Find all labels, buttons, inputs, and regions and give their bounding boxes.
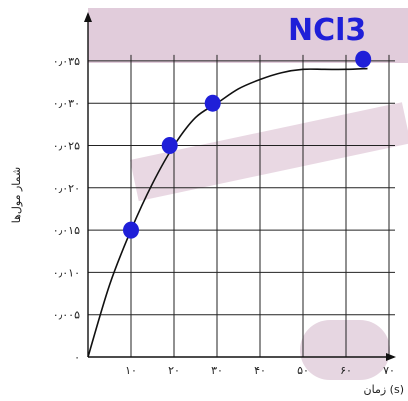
data-point-3	[355, 50, 372, 68]
x-tick-label: ۲۰	[168, 364, 180, 377]
axes	[84, 12, 396, 361]
x-axis-label: زمان (s)	[364, 383, 404, 396]
x-tick-label: ۱۰	[125, 364, 137, 377]
x-axis-arrow	[386, 353, 396, 361]
x-tick-label: ۴۰	[254, 364, 266, 377]
data-markers	[123, 50, 372, 239]
y-axis-arrow	[84, 12, 92, 22]
data-point-1	[161, 137, 178, 154]
y-tick-label: ۰٫۰۲۵	[53, 140, 80, 153]
annotation-label: NCl3	[288, 13, 366, 48]
y-tick-label: ۰٫۰۰۵	[53, 309, 80, 322]
data-point-2	[204, 94, 221, 112]
y-tick-label: ۰٫۰۳۵	[53, 55, 80, 68]
x-tick-label: ۳۰	[211, 364, 223, 377]
y-tick-label: ۰٫۰۳۰	[53, 97, 80, 110]
data-curve	[87, 67, 368, 358]
x-tick-label: ۶۰	[340, 364, 352, 377]
y-tick-label: ۰٫۰۱۵	[53, 224, 80, 237]
x-tick-label: ۵۰	[297, 364, 309, 377]
grid	[88, 54, 395, 357]
data-point-0	[123, 221, 139, 239]
x-tick-label: ۷۰	[383, 364, 395, 377]
y-tick-label: ۰	[74, 351, 80, 364]
tick-labels: ۱۰ ۲۰ ۳۰ ۴۰ ۵۰ ۶۰ ۷۰ ۰ ۰٫۰۰۵ ۰٫۰۱۰ ۰٫۰۱۵ ۰٫۰۲۰ ۰٫۰۲۵…	[53, 55, 395, 377]
y-tick-label: ۰٫۰۱۰	[53, 266, 80, 279]
y-axis-label: شمار مول‌ها	[10, 167, 23, 223]
y-tick-label: ۰٫۰۲۰	[53, 182, 80, 195]
